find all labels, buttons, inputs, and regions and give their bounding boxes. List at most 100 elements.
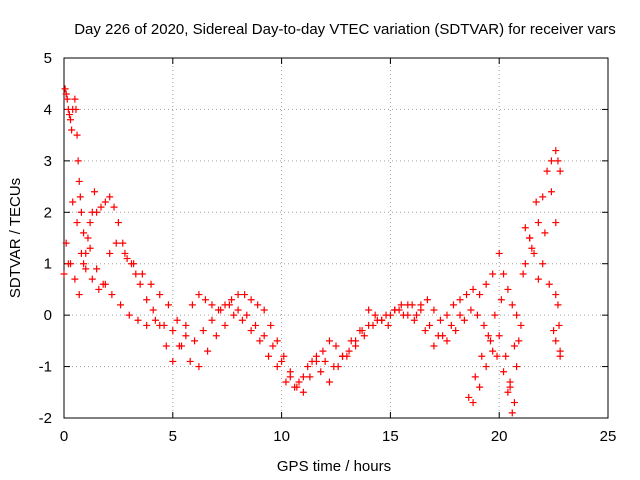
data-point-34 (149, 306, 157, 314)
x-tick-label: 0 (60, 428, 68, 445)
data-point-111 (108, 291, 116, 299)
y-tick-label: 1 (44, 256, 52, 273)
data-point-104 (69, 198, 77, 206)
axis-ticks (63, 57, 609, 419)
data-point-86 (489, 270, 497, 278)
data-point-98 (543, 167, 551, 175)
data-point-10 (72, 105, 80, 113)
data-point-11 (73, 131, 81, 139)
data-point-82 (463, 291, 471, 299)
data-point-231 (547, 188, 555, 196)
data-point-28 (119, 239, 127, 247)
data-point-36 (162, 342, 170, 350)
data-point-18 (84, 234, 92, 242)
data-point-106 (77, 249, 85, 257)
data-point-162 (526, 234, 534, 242)
data-point-1 (61, 85, 69, 93)
data-point-87 (495, 249, 503, 257)
data-point-178 (121, 249, 129, 257)
data-point-132 (291, 383, 299, 391)
data-point-32 (136, 280, 144, 288)
data-point-150 (447, 321, 455, 329)
data-point-6 (67, 116, 75, 124)
data-point-121 (195, 363, 203, 371)
data-point-219 (473, 311, 481, 319)
data-point-230 (541, 229, 549, 237)
data-point-2 (62, 90, 70, 98)
data-point-176 (106, 249, 114, 257)
data-point-105 (73, 219, 81, 227)
data-point-223 (500, 368, 508, 376)
data-point-3 (63, 95, 71, 103)
data-point-58 (306, 373, 314, 381)
data-point-210 (399, 311, 407, 319)
data-point-199 (304, 363, 312, 371)
data-point-197 (286, 373, 294, 381)
data-point-14 (76, 193, 84, 201)
data-point-244 (554, 301, 562, 309)
data-point-146 (413, 311, 421, 319)
data-point-170 (71, 275, 79, 283)
data-point-204 (347, 337, 355, 345)
data-point-25 (106, 193, 114, 201)
data-point-70 (384, 321, 392, 329)
data-point-148 (430, 342, 438, 350)
data-point-186 (191, 337, 199, 345)
data-point-133 (299, 373, 307, 381)
data-point-129 (265, 352, 273, 360)
data-point-127 (247, 327, 255, 335)
data-point-77 (430, 306, 438, 314)
data-point-118 (169, 327, 177, 335)
data-point-15 (77, 208, 85, 216)
data-point-243 (552, 337, 560, 345)
data-point-24 (101, 198, 109, 206)
data-point-91 (513, 311, 521, 319)
data-point-101 (554, 157, 562, 165)
data-point-64 (345, 347, 353, 355)
data-point-48 (241, 291, 249, 299)
data-point-23 (97, 203, 105, 211)
y-tick-label: 2 (44, 204, 52, 221)
x-tick-label: 20 (491, 428, 508, 445)
data-point-93 (521, 224, 529, 232)
data-point-205 (356, 327, 364, 335)
tick-labels: 0 5 10 15 20 25 -2 -1 0 1 2 3 4 5 (39, 50, 617, 445)
data-point-9 (71, 95, 79, 103)
data-point-57 (299, 388, 307, 396)
data-point-67 (365, 306, 373, 314)
data-point-154 (478, 352, 486, 360)
data-point-201 (321, 357, 329, 365)
data-point-92 (517, 321, 525, 329)
data-point-218 (467, 306, 475, 314)
data-point-74 (410, 316, 418, 324)
data-point-172 (80, 260, 88, 268)
data-point-216 (452, 327, 460, 335)
data-point-113 (125, 311, 133, 319)
data-point-90 (508, 301, 516, 309)
y-tick-label: 5 (44, 50, 52, 67)
data-point-207 (373, 316, 381, 324)
data-point-184 (173, 316, 181, 324)
data-point-81 (456, 296, 464, 304)
data-point-220 (480, 321, 488, 329)
data-point-208 (382, 311, 390, 319)
data-point-117 (160, 321, 168, 329)
data-point-128 (256, 337, 264, 345)
data-point-226 (515, 337, 523, 345)
y-tick-label: 4 (44, 101, 52, 118)
data-point-131 (282, 378, 290, 386)
data-point-119 (178, 342, 186, 350)
data-point-80 (450, 301, 458, 309)
data-point-169 (67, 260, 75, 268)
data-point-238 (495, 332, 503, 340)
data-point-222 (493, 352, 501, 360)
data-point-194 (260, 332, 268, 340)
data-point-123 (212, 332, 220, 340)
data-point-53 (273, 337, 281, 345)
data-point-182 (156, 291, 164, 299)
data-point-40 (188, 301, 196, 309)
data-point-68 (371, 311, 379, 319)
data-point-130 (273, 363, 281, 371)
plot-frame (63, 57, 609, 419)
data-point-95 (530, 249, 538, 257)
